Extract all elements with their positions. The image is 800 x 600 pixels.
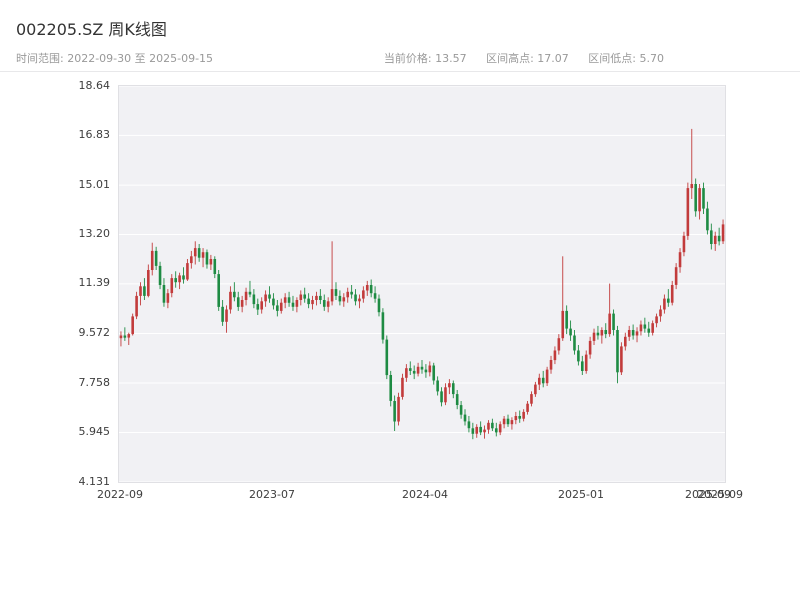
x-tick-label: 2025-09 <box>685 488 731 501</box>
page-title: 002205.SZ 周K线图 <box>16 20 167 39</box>
chart-header: 002205.SZ 周K线图 时间范围: 2022-09-30 至 2025-0… <box>0 0 800 72</box>
range-low-label: 区间低点: 5.70 <box>588 52 664 65</box>
price-stats: 当前价格: 13.57 区间高点: 17.07 区间低点: 5.70 <box>384 50 664 66</box>
y-tick-label: 5.945 <box>78 425 111 438</box>
plot-area <box>118 85 726 483</box>
candlestick-svg <box>119 86 725 482</box>
y-tick-label: 7.758 <box>78 376 111 389</box>
y-tick-label: 4.131 <box>78 475 111 488</box>
x-tick-label: 2025-01 <box>558 488 604 501</box>
range-high-label: 区间高点: 17.07 <box>486 52 569 65</box>
y-tick-label: 15.01 <box>78 178 111 191</box>
x-tick-label: 2023-07 <box>249 488 295 501</box>
x-tick-label: 2024-04 <box>402 488 448 501</box>
subtitle-row: 时间范围: 2022-09-30 至 2025-09-15 当前价格: 13.5… <box>16 50 664 66</box>
kline-figure: 4.131 5.945 7.758 9.572 11.39 13.20 15.01 16.83… <box>0 72 800 542</box>
x-tick-label: 2025-09 <box>697 488 743 501</box>
current-price-label: 当前价格: 13.57 <box>383 52 467 65</box>
x-tick-label: 2022-09 <box>97 488 143 501</box>
y-tick-label: 9.572 <box>78 326 111 339</box>
y-tick-label: 11.39 <box>78 276 111 289</box>
y-tick-label: 13.20 <box>78 227 111 240</box>
y-tick-label: 18.64 <box>78 79 111 92</box>
date-range-label: 时间范围: 2022-09-30 至 2025-09-15 <box>16 52 214 65</box>
y-tick-label: 16.83 <box>78 128 111 141</box>
